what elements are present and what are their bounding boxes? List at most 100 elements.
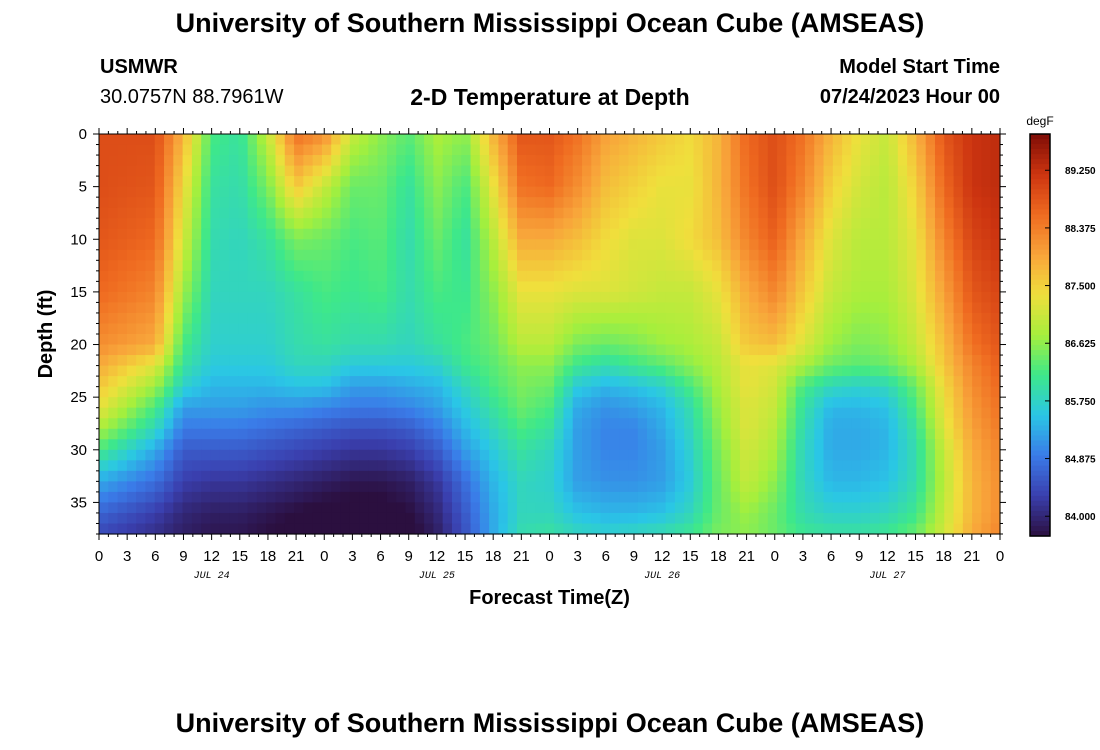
heatmap-cell	[294, 470, 304, 482]
heatmap-cell	[702, 218, 713, 230]
heatmap-cell	[674, 228, 685, 240]
heatmap-cell	[405, 291, 416, 304]
heatmap-cell	[535, 523, 546, 535]
heatmap-cell	[489, 407, 500, 419]
heatmap-cell	[414, 176, 425, 188]
heatmap-cell	[442, 502, 453, 514]
heatmap-cell	[99, 334, 109, 346]
heatmap-cell	[424, 239, 434, 251]
heatmap-cell	[294, 428, 304, 440]
heatmap-cell	[656, 228, 667, 240]
heatmap-cell	[368, 134, 379, 146]
heatmap-cell	[173, 439, 184, 451]
heatmap-cell	[777, 502, 787, 514]
heatmap-cell	[498, 155, 509, 167]
heatmap-cell	[777, 481, 787, 493]
heatmap-cell	[739, 491, 750, 504]
heatmap-cell	[275, 397, 286, 409]
heatmap-cell	[702, 144, 713, 156]
heatmap-cell	[182, 176, 193, 188]
heatmap-cell	[730, 470, 741, 482]
heatmap-cell	[721, 312, 732, 325]
heatmap-cell	[303, 207, 314, 219]
heatmap-cell	[572, 449, 583, 461]
heatmap-cell	[674, 207, 685, 219]
heatmap-cell	[544, 144, 555, 156]
heatmap-cell	[433, 523, 444, 535]
heatmap-cell	[173, 186, 184, 198]
heatmap-cell	[693, 207, 704, 219]
heatmap-cell	[609, 523, 620, 535]
heatmap-cell	[247, 470, 258, 482]
heatmap-cell	[851, 312, 862, 325]
heatmap-cell	[126, 428, 137, 440]
heatmap-cell	[554, 323, 565, 335]
heatmap-cell	[312, 207, 323, 219]
heatmap-cell	[340, 291, 351, 304]
heatmap-cell	[414, 397, 425, 409]
heatmap-cell	[665, 491, 676, 504]
heatmap-cell	[832, 228, 843, 240]
heatmap-cell	[544, 512, 555, 525]
heatmap-cell	[210, 449, 221, 461]
heatmap-cell	[294, 260, 304, 272]
heatmap-cell	[126, 418, 137, 430]
heatmap-cell	[544, 449, 555, 461]
heatmap-cell	[219, 134, 230, 146]
heatmap-cell	[359, 197, 369, 209]
heatmap-cell	[674, 155, 685, 167]
heatmap-cell	[897, 334, 908, 346]
heatmap-cell	[554, 260, 565, 272]
heatmap-cell	[832, 186, 843, 198]
heatmap-cell	[498, 502, 509, 514]
heatmap-cell	[117, 397, 128, 409]
heatmap-cell	[749, 291, 760, 304]
heatmap-cell	[814, 481, 825, 493]
heatmap-cell	[331, 418, 342, 430]
heatmap-cell	[832, 397, 843, 409]
heatmap-cell	[266, 470, 277, 482]
heatmap-cell	[665, 512, 676, 525]
heatmap-cell	[117, 186, 128, 198]
heatmap-cell	[721, 155, 732, 167]
heatmap-cell	[888, 186, 899, 198]
heatmap-cell	[349, 365, 360, 377]
heatmap-cell	[972, 470, 983, 482]
colorbar-segment	[1030, 204, 1050, 210]
heatmap-cell	[284, 460, 295, 472]
heatmap-cell	[739, 176, 750, 188]
heatmap-cell	[647, 449, 657, 461]
heatmap-cell	[349, 439, 360, 451]
heatmap-cell	[173, 218, 184, 230]
heatmap-cell	[693, 312, 704, 325]
heatmap-cell	[619, 218, 630, 230]
heatmap-cell	[145, 260, 156, 272]
heatmap-cell	[795, 291, 806, 304]
heatmap-cell	[433, 428, 444, 440]
heatmap-cell	[498, 176, 509, 188]
heatmap-cell	[396, 144, 407, 156]
heatmap-cell	[786, 418, 797, 430]
heatmap-cell	[944, 281, 955, 293]
heatmap-cell	[191, 197, 202, 209]
heatmap-cell	[990, 302, 1001, 314]
heatmap-cell	[312, 523, 323, 535]
heatmap-cell	[368, 176, 379, 188]
heatmap-cell	[786, 207, 797, 219]
heatmap-cell	[981, 249, 992, 261]
heatmap-cell	[563, 460, 574, 472]
heatmap-cell	[238, 228, 249, 240]
heatmap-cell	[916, 376, 927, 388]
heatmap-cell	[164, 481, 174, 493]
heatmap-cell	[331, 176, 342, 188]
heatmap-cell	[851, 449, 862, 461]
heatmap-cell	[210, 228, 221, 240]
heatmap-cell	[944, 334, 955, 346]
heatmap-cell	[219, 397, 230, 409]
heatmap-cell	[442, 144, 453, 156]
heatmap-cell	[266, 134, 277, 146]
heatmap-cell	[201, 197, 212, 209]
heatmap-cell	[767, 312, 778, 325]
heatmap-cell	[888, 512, 899, 525]
heatmap-cell	[191, 165, 202, 177]
